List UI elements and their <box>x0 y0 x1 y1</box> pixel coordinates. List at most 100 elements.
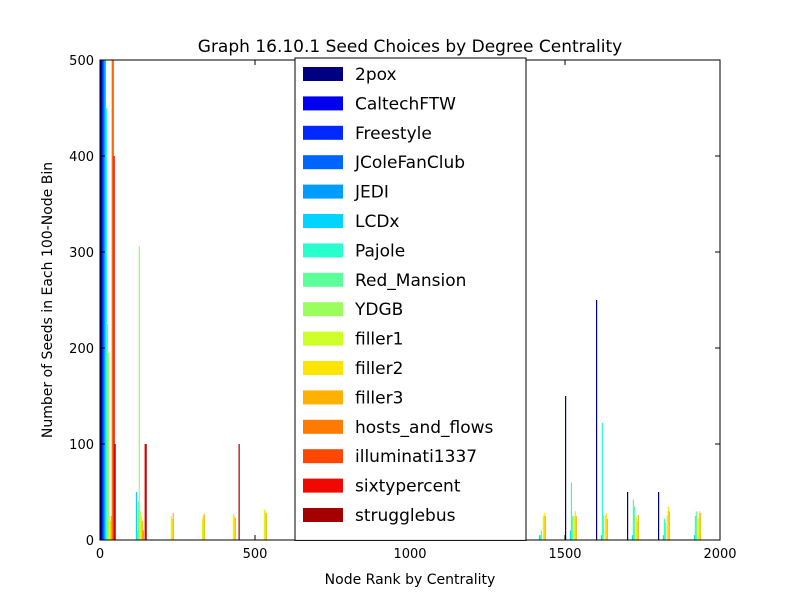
chart-title: Graph 16.10.1 Seed Choices by Degree Cen… <box>198 37 622 57</box>
bar-filler1-1800 <box>666 515 668 540</box>
bar-2pox-1500 <box>565 396 567 540</box>
bar-2pox-1600 <box>596 300 598 540</box>
bar-Red_Mansion-1500 <box>571 516 573 540</box>
bar-filler2-400 <box>233 516 235 540</box>
bar-filler1-100 <box>139 511 141 540</box>
legend-swatch-illuminati1337 <box>303 449 343 464</box>
bar-illuminati1337-0 <box>112 60 114 540</box>
legend-label-2pox: 2pox <box>355 65 397 85</box>
bar-JColeFanClub-0 <box>102 60 105 540</box>
bar-filler3-100 <box>141 520 143 540</box>
bar-Red_Mansion-1700 <box>633 506 635 540</box>
bar-filler3-500 <box>265 513 267 540</box>
legend-swatch-CaltechFTW <box>303 96 343 111</box>
legend: 2pox CaltechFTW Freestyle JColeFanClub JEDI L… <box>294 57 527 541</box>
bar-filler1-1600 <box>604 516 606 540</box>
legend-label-CaltechFTW: CaltechFTW <box>355 94 456 114</box>
legend-swatch-strugglebus <box>303 508 343 522</box>
legend-label-YDGB: YDGB <box>354 300 403 320</box>
bar-Red_Mansion-1800 <box>664 522 666 540</box>
y-tick-label: 400 <box>69 150 94 165</box>
bar-filler2-500 <box>264 511 266 540</box>
legend-swatch-JEDI <box>303 184 343 199</box>
bar-hosts_and_flows-100 <box>142 530 144 540</box>
bar-Pajole-1400 <box>539 535 542 540</box>
bar-sixtypercent-100 <box>144 444 146 540</box>
bar-Red_Mansion-1400 <box>540 530 542 540</box>
bar-filler2-300 <box>202 516 204 540</box>
bar-filler1-400 <box>232 514 234 540</box>
legend-swatch-JColeFanClub <box>303 155 343 170</box>
legend-swatch-hosts_and_flows <box>303 419 343 434</box>
bar-filler3-1600 <box>606 518 608 540</box>
bar-strugglebus-100 <box>145 444 147 540</box>
legend-swatch-Pajole <box>303 243 343 258</box>
legend-label-filler2: filler2 <box>355 359 403 379</box>
legend-label-strugglebus: strugglebus <box>355 506 456 526</box>
bar-filler1-0 <box>108 516 110 540</box>
legend-label-Freestyle: Freestyle <box>355 124 432 144</box>
legend-swatch-Red_Mansion <box>303 272 343 287</box>
legend-label-hosts_and_flows: hosts_and_flows <box>355 418 494 438</box>
legend-label-sixtypercent: sixtypercent <box>355 477 461 497</box>
bar-Red_Mansion-0 <box>106 324 108 540</box>
x-tick-label: 1500 <box>548 547 581 562</box>
bar-filler1-300 <box>201 518 203 540</box>
legend-label-Pajole: Pajole <box>355 241 405 261</box>
bar-sixtypercent-0 <box>113 156 115 540</box>
bar-filler1-1900 <box>697 518 699 540</box>
bar-LCDx-1600 <box>600 535 603 540</box>
legend-label-filler1: filler1 <box>355 330 403 350</box>
bar-2pox-1800 <box>658 492 660 540</box>
bar-strugglebus-400 <box>238 444 240 540</box>
bar-filler2-1600 <box>605 513 607 540</box>
x-tick-label: 500 <box>243 547 268 562</box>
bar-2pox-1700 <box>627 492 629 540</box>
bar-Red_Mansion-100 <box>137 501 139 540</box>
legend-label-illuminati1337: illuminati1337 <box>355 447 477 467</box>
y-tick-label: 200 <box>69 342 94 357</box>
bar-filler3-1800 <box>668 511 670 540</box>
bar-filler2-1700 <box>636 520 638 540</box>
bar-filler2-1900 <box>698 511 700 540</box>
bar-filler2-100 <box>140 516 142 540</box>
bar-LCDx-1400 <box>538 535 541 540</box>
y-axis-label: Number of Seeds in Each 100-Node Bin <box>40 162 56 438</box>
bar-JEDI-0 <box>103 60 106 540</box>
bar-strugglebus-0 <box>114 444 116 540</box>
bar-Pajole-100 <box>136 530 139 540</box>
legend-label-Red_Mansion: Red_Mansion <box>355 271 466 291</box>
bar-filler2-0 <box>109 520 111 540</box>
legend-swatch-filler3 <box>303 390 343 405</box>
bar-LCDx-0 <box>104 60 107 540</box>
bar-filler2-1800 <box>667 506 669 540</box>
x-tick-label: 2000 <box>703 547 736 562</box>
bar-filler1-1500 <box>573 516 575 540</box>
bar-Freestyle-0 <box>101 60 104 540</box>
bar-filler3-400 <box>234 517 236 540</box>
bar-2pox-0 <box>100 60 102 540</box>
bar-filler3-1400 <box>544 516 546 540</box>
legend-label-LCDx: LCDx <box>355 212 400 232</box>
ticks: 0 500 1000 1500 2000 0 100 200 300 400 500 <box>69 54 736 562</box>
bar-CaltechFTW-0 <box>100 60 103 540</box>
bar-Red_Mansion-1900 <box>695 511 697 540</box>
bar-filler3-0 <box>110 516 112 540</box>
bar-filler2-1400 <box>543 513 545 540</box>
legend-swatch-LCDx <box>303 214 343 228</box>
bar-Pajole-0 <box>105 108 108 540</box>
legend-swatch-2pox <box>303 67 343 81</box>
bar-filler1-500 <box>263 509 265 540</box>
legend-label-filler3: filler3 <box>355 388 403 408</box>
legend-swatch-sixtypercent <box>303 478 343 493</box>
legend-swatch-filler1 <box>303 331 343 346</box>
bar-YDGB-100 <box>138 246 140 541</box>
bar-LCDx-1800 <box>662 535 665 540</box>
bar-filler1-200 <box>170 516 172 540</box>
bar-filler3-1900 <box>699 513 701 540</box>
legend-swatch-YDGB <box>303 302 343 317</box>
bar-Pajole-1600 <box>601 422 604 540</box>
y-tick-label: 500 <box>69 54 94 69</box>
y-tick-label: 100 <box>69 438 94 453</box>
bar-filler3-1500 <box>575 516 577 540</box>
